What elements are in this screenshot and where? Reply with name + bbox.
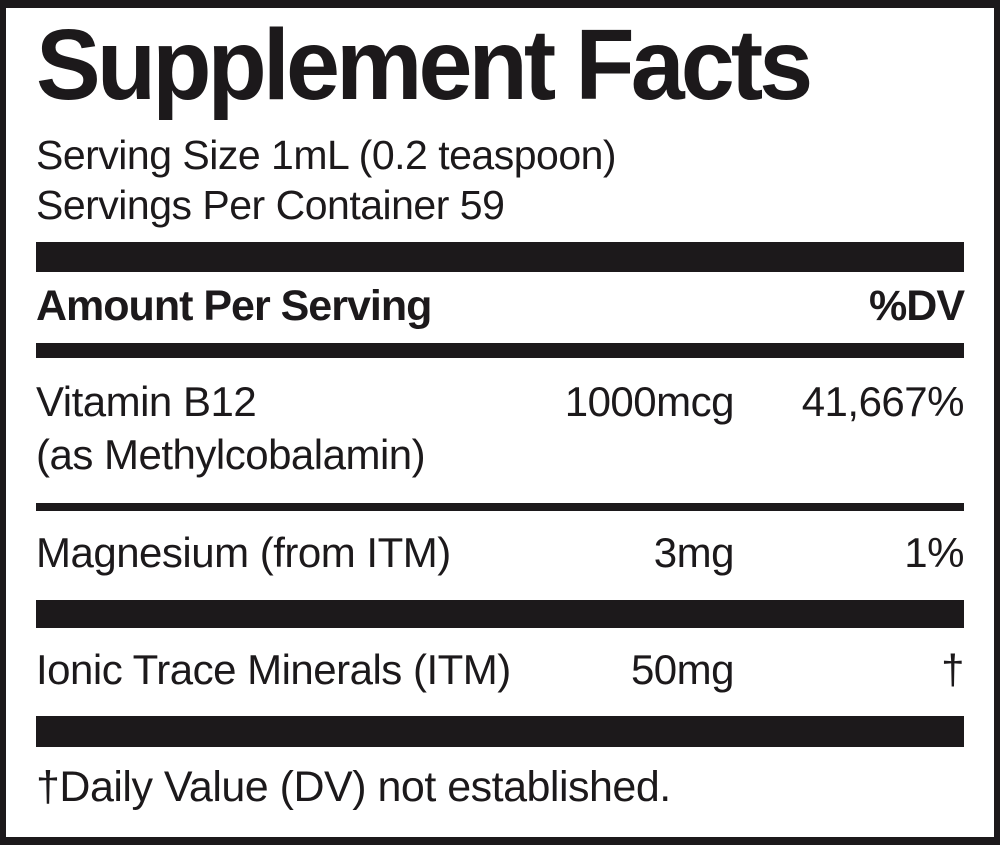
nutrient-row-vitamin-b12: Vitamin B12 (as Methylcobalamin) 1000mcg… (36, 358, 965, 503)
nutrient-row-ionic-trace-minerals: Ionic Trace Minerals (ITM) 50mg † (36, 628, 965, 717)
serving-size-text: Serving Size 1mL (0.2 teaspoon) (36, 132, 617, 178)
servings-per-container-text: Servings Per Container 59 (36, 182, 505, 229)
divider-bar-thin (36, 503, 964, 512)
table-header-row: Amount Per Serving %DV (36, 272, 965, 343)
divider-bar-thick-bottom (36, 716, 964, 748)
divider-bar-thick-middle (36, 599, 964, 628)
nutrient-dv: 41,667% (801, 378, 965, 426)
dv-footnote: †Daily Value (DV) not established. (36, 763, 671, 812)
nutrient-dv: 1% (904, 529, 964, 577)
column-header-amount-per-serving: Amount Per Serving (36, 282, 432, 331)
nutrient-name: Vitamin B12 (as Methylcobalamin) (36, 376, 426, 481)
nutrient-amount: 1000mcg (564, 378, 735, 426)
nutrient-name: Magnesium (from ITM) (36, 529, 451, 577)
nutrient-row-magnesium: Magnesium (from ITM) 3mg 1% (36, 511, 965, 600)
divider-bar-medium (36, 343, 964, 359)
divider-bar-thick-top (36, 242, 964, 273)
nutrient-amount: 3mg (653, 529, 735, 577)
nutrient-form-note: (as Methylcobalamin) (36, 430, 426, 478)
panel-title: Supplement Facts (36, 9, 813, 121)
nutrient-name: Ionic Trace Minerals (ITM) (36, 645, 511, 693)
serving-info: Serving Size 1mL (0.2 teaspoon) Servings… (36, 130, 964, 230)
nutrient-name-text: Vitamin B12 (36, 378, 257, 426)
nutrient-dv: † (941, 645, 964, 693)
nutrient-amount: 50mg (630, 645, 735, 693)
column-header-dv: %DV (869, 282, 965, 331)
